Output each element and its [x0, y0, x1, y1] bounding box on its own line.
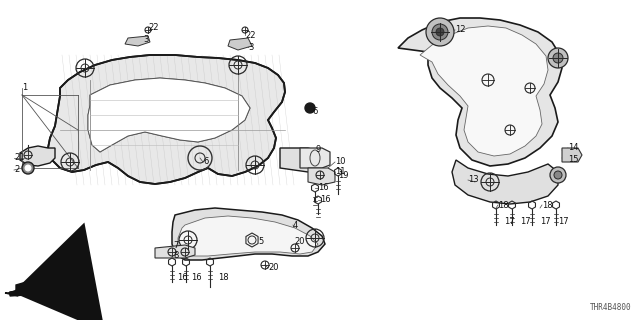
Circle shape [305, 103, 315, 113]
Polygon shape [398, 18, 562, 166]
Text: 12: 12 [455, 26, 465, 35]
Polygon shape [280, 148, 326, 172]
Circle shape [426, 18, 454, 46]
Polygon shape [562, 148, 582, 162]
Circle shape [550, 167, 566, 183]
Circle shape [25, 165, 31, 171]
Text: 6: 6 [203, 157, 209, 166]
Text: 9: 9 [316, 146, 321, 155]
Text: 19: 19 [338, 171, 349, 180]
Text: 8: 8 [173, 252, 179, 260]
Polygon shape [16, 278, 44, 294]
Text: 16: 16 [177, 274, 188, 283]
Text: 18: 18 [498, 201, 509, 210]
Text: 18: 18 [218, 274, 228, 283]
Circle shape [436, 28, 444, 36]
Text: 6: 6 [312, 108, 317, 116]
Text: THR4B4800: THR4B4800 [590, 303, 632, 312]
Text: 18: 18 [542, 201, 552, 210]
Text: 14: 14 [568, 143, 579, 153]
Polygon shape [48, 55, 285, 184]
Polygon shape [300, 148, 330, 168]
Text: 17: 17 [540, 218, 550, 227]
Circle shape [548, 48, 568, 68]
Text: 22: 22 [245, 30, 255, 39]
Polygon shape [228, 38, 252, 50]
Text: 7: 7 [173, 242, 179, 251]
Text: 16: 16 [320, 196, 331, 204]
Text: 5: 5 [258, 236, 263, 245]
Polygon shape [155, 245, 195, 258]
Polygon shape [5, 290, 18, 296]
Text: 22: 22 [148, 23, 159, 33]
Text: 3: 3 [143, 36, 148, 44]
Text: 2: 2 [14, 165, 19, 174]
Circle shape [553, 53, 563, 63]
Text: 20: 20 [268, 263, 278, 273]
Text: FR.: FR. [47, 281, 65, 291]
Text: 11: 11 [335, 167, 346, 177]
Text: 15: 15 [568, 156, 579, 164]
Text: 17: 17 [558, 218, 568, 227]
Polygon shape [452, 160, 558, 204]
Polygon shape [10, 288, 42, 296]
Circle shape [432, 24, 448, 40]
Text: 1: 1 [22, 84, 28, 92]
Text: 3: 3 [248, 43, 253, 52]
Polygon shape [420, 26, 548, 156]
Polygon shape [172, 208, 325, 260]
Text: 4: 4 [293, 220, 298, 229]
Polygon shape [20, 146, 55, 166]
Text: 17: 17 [520, 218, 531, 227]
Circle shape [22, 162, 34, 174]
Text: 10: 10 [335, 157, 346, 166]
Polygon shape [178, 216, 318, 256]
Text: FR.: FR. [46, 285, 65, 295]
Text: 16: 16 [191, 274, 202, 283]
Polygon shape [308, 168, 335, 185]
Text: 13: 13 [468, 175, 479, 185]
Polygon shape [88, 78, 250, 152]
Text: 21: 21 [14, 154, 24, 163]
Text: 17: 17 [504, 218, 515, 227]
Polygon shape [125, 36, 150, 46]
Text: 20: 20 [294, 237, 305, 246]
Circle shape [554, 171, 562, 179]
Text: 16: 16 [318, 183, 328, 193]
